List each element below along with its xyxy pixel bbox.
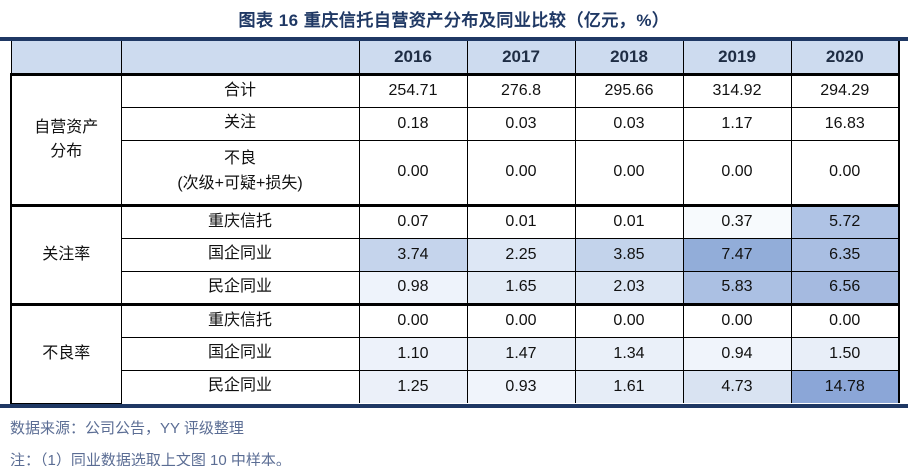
value-cell: 16.83	[790, 106, 900, 141]
value-cell: 294.29	[790, 73, 900, 108]
value-cell: 5.83	[682, 270, 792, 305]
value-cell: 1.61	[574, 369, 684, 403]
value-cell: 6.35	[790, 237, 900, 272]
value-cell: 1.17	[682, 106, 792, 141]
table-row: 自营资产 分布 合计 254.71 276.8 295.66 314.92 294.29	[10, 73, 900, 206]
value-cell: 0.00	[358, 302, 468, 338]
year-header-2016: 2016	[358, 41, 468, 76]
value-cell: 0.98	[358, 270, 468, 305]
row-label-cell: 民企同业	[120, 369, 360, 403]
value-cell: 0.00	[574, 139, 684, 206]
value-cell: 0.00	[574, 302, 684, 338]
value-cell: 0.00	[682, 302, 792, 338]
value-cell: 1.25	[358, 369, 468, 403]
value-cell: 0.00	[790, 139, 900, 206]
value-cell: 1.47	[466, 336, 576, 371]
value-cell: 0.37	[682, 203, 792, 239]
value-cell: 3.74	[358, 237, 468, 272]
value-cell: 4.73	[682, 369, 792, 403]
value-cell: 0.07	[358, 203, 468, 239]
group-label-cell: 不良率	[10, 302, 122, 404]
value-cell: 1.65	[466, 270, 576, 305]
value-cell: 1.10	[358, 336, 468, 371]
year-header-2019: 2019	[682, 41, 792, 76]
value-cell: 0.18	[358, 106, 468, 141]
value-cell: 7.47	[682, 237, 792, 272]
data-source-note: 数据来源：公司公告，YY 评级整理	[10, 419, 244, 437]
row-label-cell: 关注	[120, 106, 360, 141]
row-label-cell: 民企同业	[120, 270, 360, 305]
data-table: 2016 2017 2018 2019 2020 自营资产 分布 合计 254.71 276.…	[10, 41, 900, 404]
table-row: 不良率 重庆信托 0.00 0.00 0.00 0.00 0.00	[10, 302, 900, 404]
value-cell: 0.01	[574, 203, 684, 239]
row-label-cell: 国企同业	[120, 237, 360, 272]
value-cell: 276.8	[466, 73, 576, 108]
year-header-2018: 2018	[574, 41, 684, 76]
value-cell: 2.25	[466, 237, 576, 272]
table-row: 关注 0.18 0.03 0.03 1.17 16.83	[11, 106, 900, 141]
table-row: 关注率 重庆信托 0.07 0.01 0.01 0.37 5.72	[10, 203, 900, 305]
row-label-cell: 不良 (次级+可疑+损失)	[120, 139, 360, 206]
row-label-cell: 重庆信托	[120, 302, 360, 338]
value-cell: 14.78	[790, 369, 900, 403]
table-body: 自营资产 分布 合计 254.71 276.8 295.66 314.92 294.29 关注…	[10, 73, 900, 404]
table-row: 民企同业 1.25 0.93 1.61 4.73 14.78	[11, 369, 900, 403]
value-cell: 0.03	[574, 106, 684, 141]
value-cell: 254.71	[358, 73, 468, 108]
row-label-cell: 国企同业	[120, 336, 360, 371]
value-cell: 0.00	[790, 302, 900, 338]
value-cell: 295.66	[574, 73, 684, 108]
value-cell: 0.00	[682, 139, 792, 206]
sample-footnote: 注：（1）同业数据选取上文图 10 中样本。	[10, 451, 291, 466]
corner-cell-sub	[120, 41, 360, 76]
value-cell: 0.00	[466, 302, 576, 338]
table-row: 国企同业 1.10 1.47 1.34 0.94 1.50	[11, 336, 900, 371]
value-cell: 0.01	[466, 203, 576, 239]
value-cell: 0.03	[466, 106, 576, 141]
bottom-rule	[0, 403, 908, 408]
row-label-cell: 重庆信托	[120, 203, 360, 239]
group-label-cell: 关注率	[10, 203, 122, 305]
figure-title: 图表 16 重庆信托自营资产分布及同业比较（亿元，%）	[238, 11, 670, 30]
year-header-2017: 2017	[466, 41, 576, 76]
value-cell: 0.93	[466, 369, 576, 403]
value-cell: 0.00	[358, 139, 468, 206]
value-cell: 1.50	[790, 336, 900, 371]
value-cell: 1.34	[574, 336, 684, 371]
row-label-cell: 合计	[120, 73, 360, 108]
value-cell: 6.56	[790, 270, 900, 305]
header-row: 2016 2017 2018 2019 2020	[10, 41, 900, 76]
table-row: 民企同业 0.98 1.65 2.03 5.83 6.56	[11, 270, 900, 305]
value-cell: 0.94	[682, 336, 792, 371]
top-rule	[0, 37, 908, 41]
figure-footer: 数据来源：公司公告，YY 评级整理 注：（1）同业数据选取上文图 10 中样本。	[0, 417, 908, 466]
value-cell: 0.00	[466, 139, 576, 206]
value-cell: 2.03	[574, 270, 684, 305]
table-row: 国企同业 3.74 2.25 3.85 7.47 6.35	[11, 237, 900, 272]
table-row: 不良 (次级+可疑+损失) 0.00 0.00 0.00 0.00 0.00	[11, 139, 900, 206]
corner-cell-group	[10, 41, 122, 76]
table-header: 2016 2017 2018 2019 2020	[10, 41, 900, 76]
group-label-cell: 自营资产 分布	[10, 73, 122, 206]
year-header-2020: 2020	[790, 41, 900, 76]
value-cell: 314.92	[682, 73, 792, 108]
value-cell: 5.72	[790, 203, 900, 239]
value-cell: 3.85	[574, 237, 684, 272]
